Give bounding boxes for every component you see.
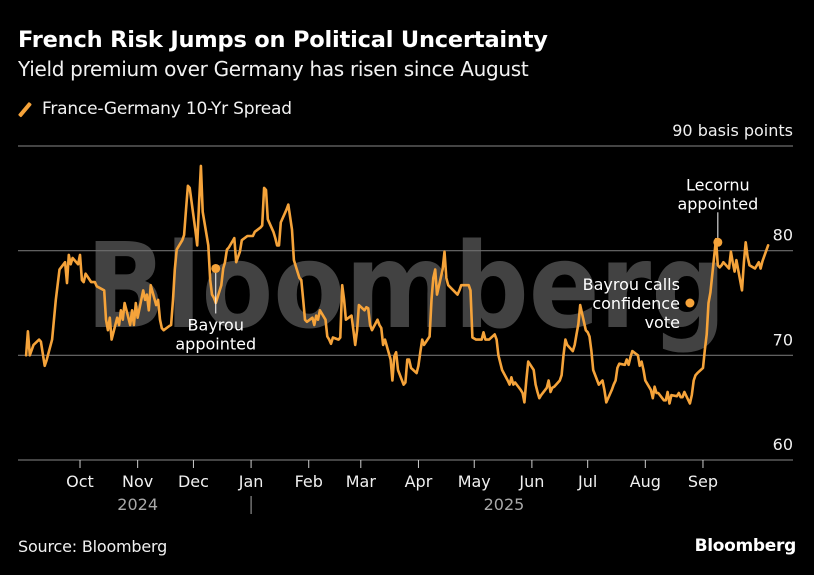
annotation-label: Bayrou [188,315,244,334]
annotation-label: Bayrou calls [583,275,680,294]
x-tick-label-may: May [458,472,491,491]
legend-label: France-Germany 10-Yr Spread [42,99,292,119]
annotation-label: confidence [592,294,680,313]
annotation-marker [685,298,695,308]
x-tick-label-jan: Jan [238,472,264,491]
x-tick-label-sep: Sep [688,472,718,491]
x-tick-label-feb: Feb [295,472,323,491]
year-label-2025: 2025 [484,495,525,514]
y-tick-label-60: 60 [773,435,793,454]
annotation-label: appointed [175,334,256,353]
x-tick-label-aug: Aug [630,472,661,491]
x-tick-label-mar: Mar [346,472,377,491]
annotation-marker [713,237,723,247]
chart-subtitle: Yield premium over Germany has risen sin… [18,57,529,81]
annotation-label: Lecornu [686,175,750,194]
y-tick-label-90: 90 basis points [672,121,793,140]
x-tick-label-jul: Jul [577,472,597,491]
year-label-2024: 2024 [117,495,158,514]
brand-logo: Bloomberg [694,536,797,556]
y-tick-label-80: 80 [773,226,793,245]
y-tick-label-70: 70 [773,330,793,349]
watermark-text: Bloomberg [86,217,726,355]
x-tick-label-oct: Oct [66,472,94,491]
annotation-label: vote [645,313,680,332]
legend: France-Germany 10-Yr Spread [18,97,292,121]
x-tick-label-apr: Apr [405,472,433,491]
chart-title: French Risk Jumps on Political Uncertain… [18,27,548,53]
annotation-marker [211,263,221,273]
x-tick-label-jun: Jun [518,472,544,491]
series-line-france-germany-spread [24,164,770,405]
x-tick-label-dec: Dec [178,472,209,491]
annotation-label: appointed [677,194,758,213]
source-note: Source: Bloomberg [18,537,168,556]
x-tick-label-nov: Nov [122,472,153,491]
